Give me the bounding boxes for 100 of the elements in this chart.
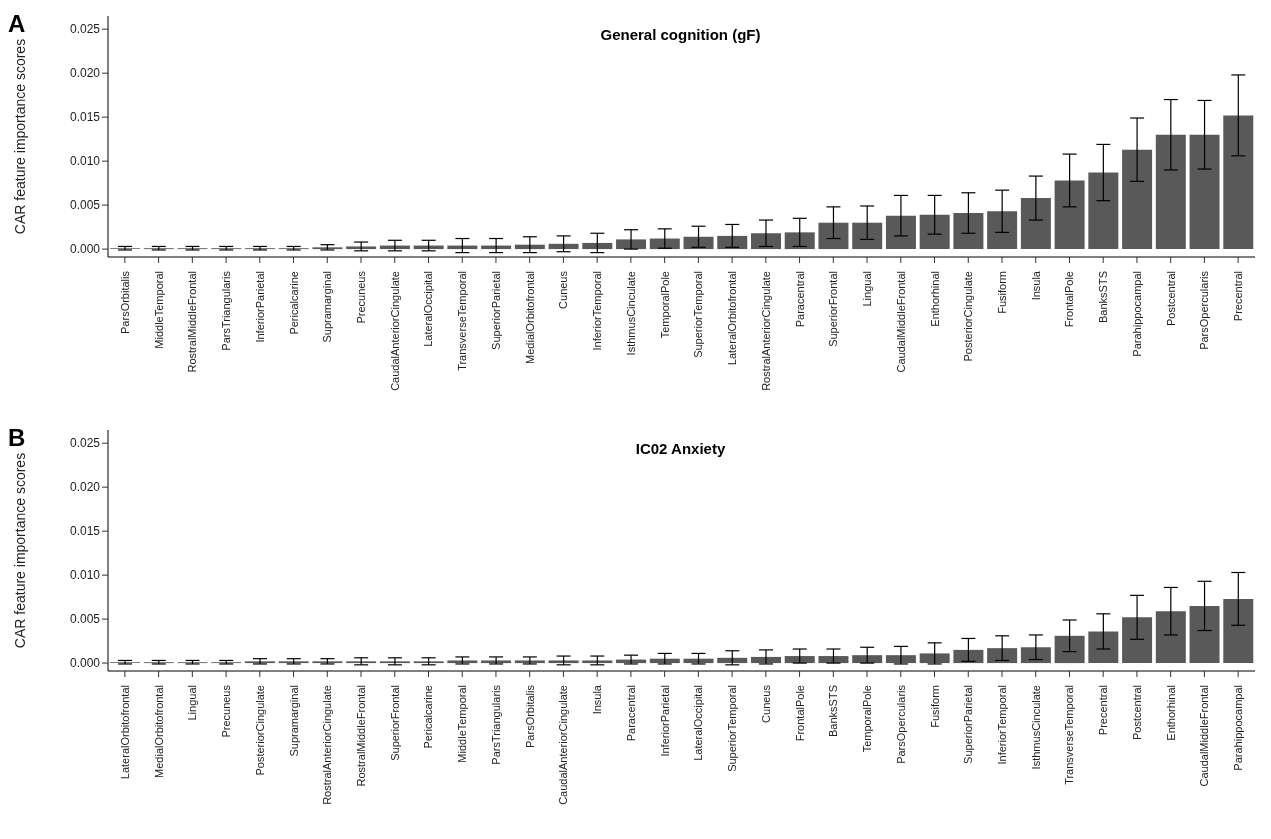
x-tick-label: LateralOrbitofrontal bbox=[118, 685, 131, 780]
x-tick-label: FrontalPole bbox=[1063, 271, 1076, 328]
bar bbox=[750, 656, 781, 664]
bar bbox=[447, 660, 478, 664]
y-axis-title: CAR feature importance scores bbox=[11, 38, 28, 235]
x-tick-label: Pericalcarine bbox=[422, 685, 435, 749]
x-tick-label: ParsTriangularis bbox=[220, 270, 233, 351]
bar bbox=[987, 211, 1018, 250]
x-tick-label: CaudalMiddleFrontal bbox=[1198, 685, 1211, 787]
bar bbox=[548, 243, 579, 250]
x-tick-label: InferiorTemporal bbox=[591, 271, 604, 351]
x-tick-label: InferiorParietal bbox=[658, 685, 671, 757]
x-tick-label: Insula bbox=[591, 684, 604, 715]
x-tick-label: ParsTriangularis bbox=[489, 684, 502, 765]
bar bbox=[885, 215, 916, 250]
y-tick-label: 0.020 bbox=[69, 480, 101, 495]
bar bbox=[784, 232, 815, 250]
x-tick-label: LateralOccipital bbox=[422, 271, 435, 347]
x-tick-label: RostralAnteriorCingulate bbox=[321, 685, 334, 805]
y-tick-label: 0.015 bbox=[69, 110, 101, 125]
y-tick-label: 0.005 bbox=[69, 612, 101, 627]
x-tick-label: Precuneus bbox=[355, 270, 368, 324]
x-tick-label: ParsOrbitalis bbox=[118, 270, 131, 334]
y-tick-label: 0.025 bbox=[69, 436, 101, 451]
bar bbox=[1223, 115, 1254, 250]
bar bbox=[1088, 631, 1119, 664]
bar bbox=[548, 660, 579, 664]
x-tick-label: Postcentral bbox=[1130, 685, 1143, 741]
bar bbox=[1020, 647, 1051, 664]
y-tick-label: 0.010 bbox=[69, 154, 101, 169]
x-tick-label: IsthmusCinculate bbox=[624, 271, 637, 356]
text: B bbox=[8, 424, 26, 452]
bar bbox=[1088, 172, 1119, 250]
x-tick-label: RostralAnteriorCingulate bbox=[759, 271, 772, 391]
x-tick-label: Postcentral bbox=[1164, 271, 1177, 327]
x-tick-label: BanksSTS bbox=[1097, 271, 1110, 323]
bar bbox=[784, 656, 815, 664]
text: A bbox=[8, 10, 26, 38]
bar bbox=[818, 222, 849, 250]
x-tick-label: TemporalPole bbox=[861, 685, 874, 753]
x-tick-label: Paracentral bbox=[793, 271, 806, 328]
bar bbox=[953, 213, 984, 250]
bar bbox=[1155, 134, 1186, 250]
bar bbox=[1189, 605, 1220, 664]
bar bbox=[582, 242, 613, 250]
x-tick-label: Precuneus bbox=[220, 684, 233, 738]
bar bbox=[514, 660, 545, 664]
x-tick-label: Pericalcarine bbox=[287, 271, 300, 335]
x-tick-label: Supramarginal bbox=[321, 271, 334, 343]
x-tick-label: CaudalMiddleFrontal bbox=[894, 271, 907, 373]
x-tick-label: MiddleTemporal bbox=[456, 685, 469, 763]
x-tick-label: SuperiorParietal bbox=[489, 271, 502, 350]
bar bbox=[818, 656, 849, 664]
y-axis-title: CAR feature importance scores bbox=[11, 452, 28, 649]
x-tick-label: ParsOrbitalis bbox=[523, 684, 536, 748]
x-tick-label: MedialOrbitofrontal bbox=[523, 271, 536, 364]
bar bbox=[919, 214, 950, 250]
y-tick-label: 0.025 bbox=[69, 22, 101, 37]
bar bbox=[717, 235, 748, 250]
bar bbox=[346, 246, 377, 250]
bar bbox=[885, 655, 916, 664]
y-tick-label: 0.005 bbox=[69, 198, 101, 213]
bar bbox=[1122, 617, 1153, 664]
x-tick-label: TransverseTemporal bbox=[456, 271, 469, 371]
bar bbox=[582, 660, 613, 664]
x-tick-label: Enthorhinal bbox=[1164, 685, 1177, 741]
bar bbox=[1054, 180, 1085, 250]
x-tick-label: Parahippocampal bbox=[1130, 271, 1143, 357]
x-tick-label: Lingual bbox=[861, 271, 874, 307]
y-tick-label: 0.015 bbox=[69, 524, 101, 539]
x-tick-label: InferiorParietal bbox=[253, 271, 266, 343]
x-tick-label: TemporalPole bbox=[658, 271, 671, 339]
bar bbox=[852, 222, 883, 250]
x-tick-label: PosteriorCingulate bbox=[253, 685, 266, 776]
x-tick-label: Lingual bbox=[186, 685, 199, 721]
x-tick-label: SuperiorParietal bbox=[962, 685, 975, 764]
text: General cognition (gF) bbox=[599, 26, 762, 43]
x-tick-label: SuperiorFrontal bbox=[388, 685, 401, 761]
x-tick-label: SuperiorTemporal bbox=[692, 271, 705, 358]
bar bbox=[1122, 149, 1153, 250]
x-tick-label: CaudalAnteriorCingulate bbox=[557, 685, 570, 805]
bar bbox=[750, 233, 781, 250]
x-tick-label: Paracentral bbox=[624, 685, 637, 742]
x-tick-label: CaudalAnteriorCingulate bbox=[388, 271, 401, 391]
x-tick-label: Cuneus bbox=[557, 270, 570, 309]
x-tick-label: LateralOccipital bbox=[692, 685, 705, 761]
bar bbox=[919, 653, 950, 664]
y-tick-label: 0.020 bbox=[69, 66, 101, 81]
x-tick-label: ParsOpercularis bbox=[894, 684, 907, 764]
bar bbox=[717, 657, 748, 664]
x-tick-label: SuperiorFrontal bbox=[827, 271, 840, 347]
x-tick-label: FrontalPole bbox=[793, 685, 806, 742]
bar bbox=[481, 660, 512, 664]
x-tick-label: RostralMiddleFrontal bbox=[186, 271, 199, 373]
x-tick-label: MiddleTemporal bbox=[152, 271, 165, 349]
x-tick-label: MedialOrbitofrontal bbox=[152, 685, 165, 778]
x-tick-label: Supramarginal bbox=[287, 685, 300, 757]
x-tick-label: Precentral bbox=[1232, 271, 1245, 322]
x-tick-label: SuperiorTemporal bbox=[726, 685, 739, 772]
bar bbox=[683, 236, 714, 250]
